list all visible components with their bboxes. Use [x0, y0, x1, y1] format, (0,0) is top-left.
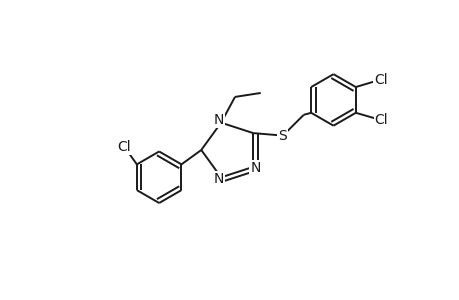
Text: Cl: Cl — [118, 140, 131, 154]
Text: Cl: Cl — [374, 113, 387, 127]
Text: S: S — [278, 129, 287, 142]
Text: N: N — [250, 161, 260, 176]
Text: Cl: Cl — [373, 73, 386, 87]
Text: N: N — [213, 172, 224, 186]
Text: N: N — [213, 113, 224, 127]
